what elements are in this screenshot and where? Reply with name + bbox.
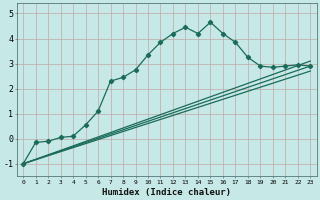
X-axis label: Humidex (Indice chaleur): Humidex (Indice chaleur)	[102, 188, 231, 197]
